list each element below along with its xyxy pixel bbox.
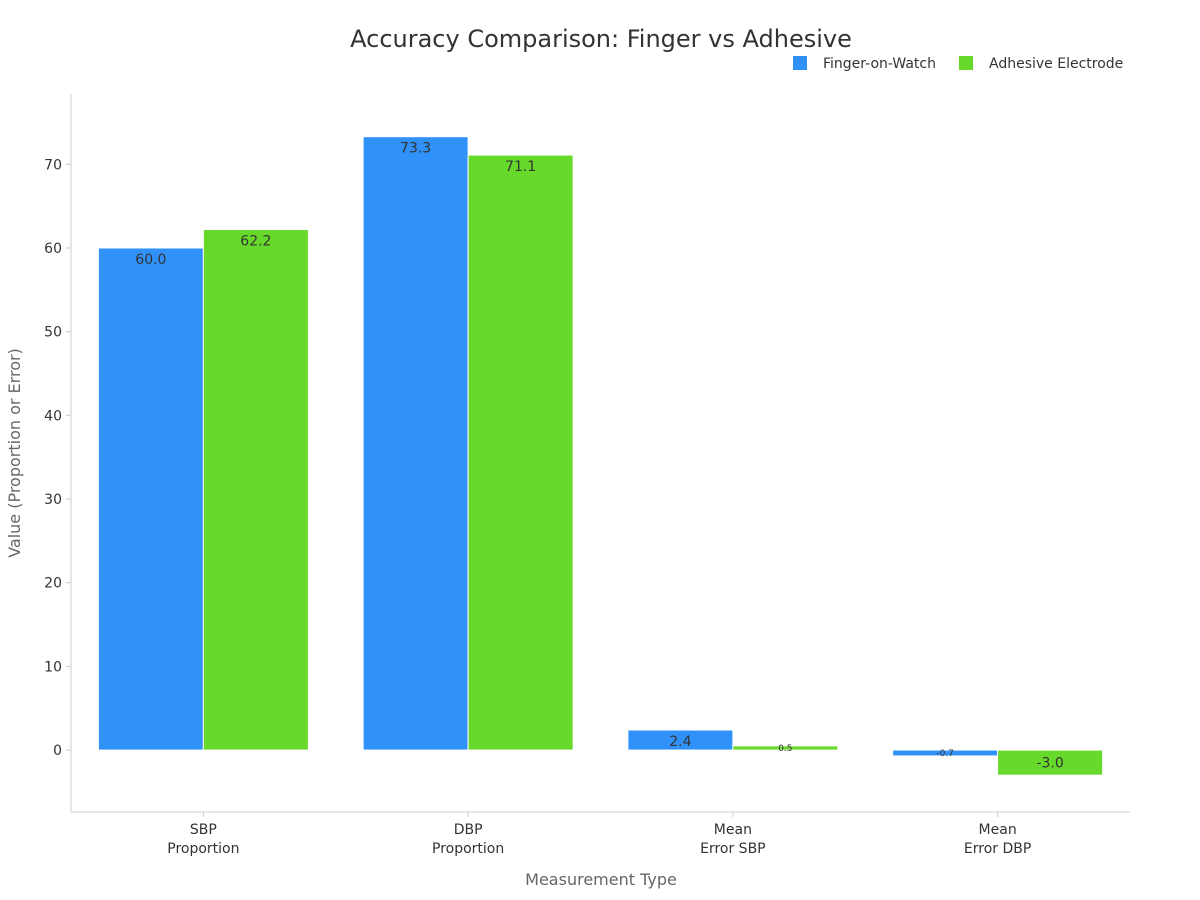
bar-labels: 60.0 62.2 73.3 71.1 2.4 0.5 -0.7 -3.0	[135, 141, 1064, 772]
x-tick-label-line: Proportion	[167, 841, 239, 857]
bar-value-label: -0.7	[936, 749, 954, 759]
y-tick-label: 40	[44, 408, 62, 424]
legend-label-finger-on-watch: Finger-on-Watch	[823, 56, 936, 72]
bar-value-label: 0.5	[778, 744, 792, 754]
bar-value-label: 62.2	[240, 234, 271, 250]
bar-finger-on-watch	[627, 729, 734, 751]
bar-value-label: 73.3	[400, 141, 431, 157]
x-tick-label: Mean Error DBP	[964, 822, 1031, 857]
legend-swatch-adhesive-electrode	[959, 56, 973, 70]
y-tick-label: 70	[44, 157, 62, 173]
bar-adhesive-electrode	[467, 154, 574, 751]
y-tick-label: 0	[53, 743, 62, 759]
x-tick-label-line: SBP	[190, 822, 217, 838]
x-tick-label: SBP Proportion	[167, 822, 239, 857]
bar-adhesive-electrode	[202, 229, 309, 751]
y-tick-label: 30	[44, 492, 62, 508]
bar-adhesive-electrode	[732, 745, 839, 751]
legend: Finger-on-Watch Adhesive Electrode	[793, 56, 1123, 72]
x-tick-label-line: Mean	[714, 822, 752, 838]
bar-value-label: 71.1	[505, 159, 536, 175]
y-axis-title: Value (Proportion or Error)	[5, 348, 24, 558]
chart-title: Accuracy Comparison: Finger vs Adhesive	[350, 25, 852, 53]
y-ticks: 0 10 20 30 40 50 60 70	[44, 157, 71, 759]
axes	[70, 94, 1130, 813]
x-axis-title: Measurement Type	[525, 870, 677, 889]
x-tick-label-line: DBP	[454, 822, 483, 838]
legend-swatch-finger-on-watch	[793, 56, 807, 70]
x-tick-label-line: Error DBP	[964, 841, 1031, 857]
legend-label-adhesive-electrode: Adhesive Electrode	[989, 56, 1123, 72]
y-tick-label: 20	[44, 576, 62, 592]
y-tick-label: 60	[44, 241, 62, 257]
x-tick-label-line: Mean	[979, 822, 1017, 838]
bar-value-label: 2.4	[669, 734, 691, 750]
x-tick-label-line: Error SBP	[700, 841, 766, 857]
x-tick-label-line: Proportion	[432, 841, 504, 857]
bar-finger-on-watch	[362, 136, 469, 751]
bar-adhesive-electrode	[997, 749, 1104, 776]
bar-finger-on-watch	[97, 247, 204, 751]
y-tick-label: 50	[44, 325, 62, 341]
bar-value-label: 60.0	[135, 252, 166, 268]
x-tick-label: Mean Error SBP	[700, 822, 766, 857]
x-tick-label: DBP Proportion	[432, 822, 504, 857]
y-tick-label: 10	[44, 659, 62, 675]
bar-value-label: -3.0	[1036, 756, 1063, 772]
bars	[97, 136, 1104, 776]
